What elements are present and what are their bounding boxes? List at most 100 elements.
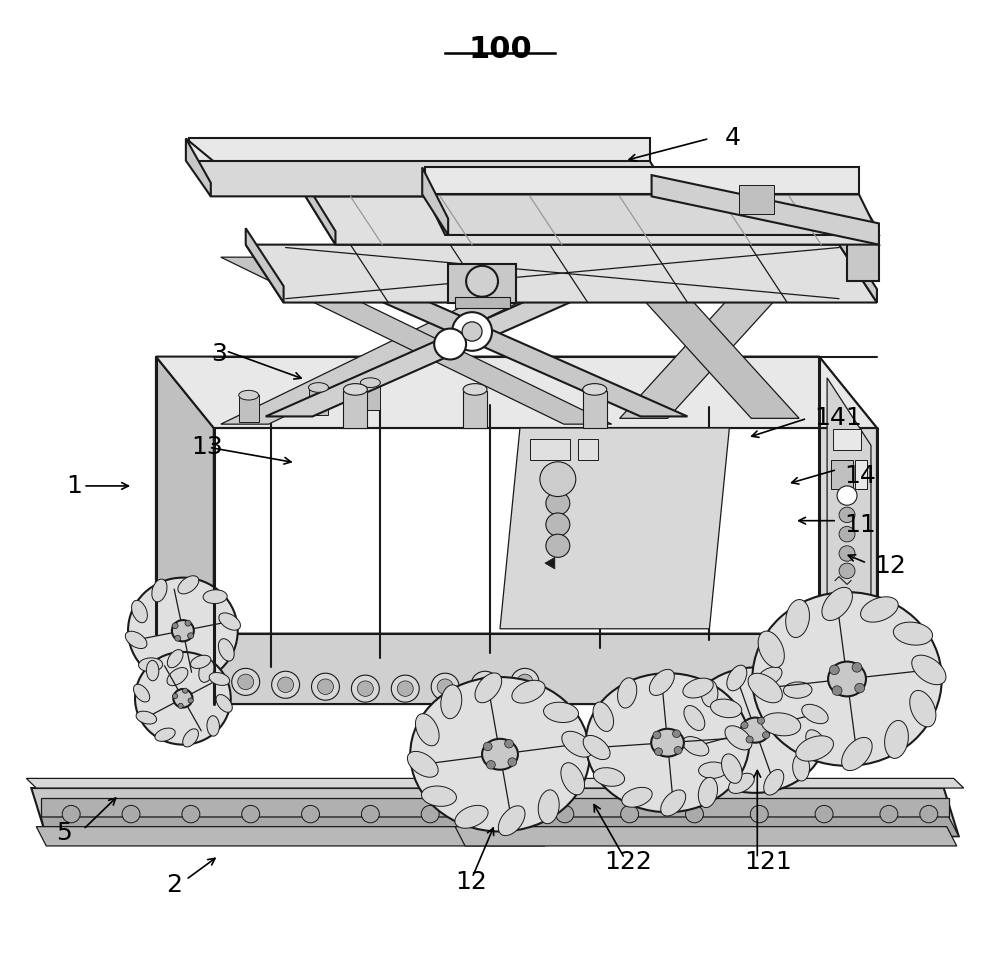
Ellipse shape [752, 592, 942, 766]
Ellipse shape [593, 702, 614, 732]
Ellipse shape [309, 382, 328, 392]
Ellipse shape [910, 690, 936, 727]
Circle shape [685, 805, 703, 823]
Bar [855, 460, 867, 489]
Circle shape [832, 685, 842, 695]
Polygon shape [827, 378, 871, 696]
Ellipse shape [216, 695, 232, 712]
Circle shape [188, 633, 194, 639]
Circle shape [481, 805, 499, 823]
Ellipse shape [683, 667, 827, 793]
Ellipse shape [593, 768, 625, 786]
Ellipse shape [758, 631, 784, 668]
Ellipse shape [538, 790, 559, 824]
Ellipse shape [360, 378, 380, 387]
Circle shape [421, 805, 439, 823]
Polygon shape [36, 827, 545, 846]
Ellipse shape [343, 383, 367, 395]
Circle shape [653, 731, 661, 739]
Circle shape [741, 722, 748, 729]
Polygon shape [445, 778, 964, 788]
Text: 3: 3 [211, 342, 227, 366]
Circle shape [655, 748, 662, 755]
Polygon shape [221, 257, 612, 424]
Ellipse shape [482, 739, 518, 770]
Ellipse shape [136, 711, 157, 724]
Circle shape [508, 758, 517, 767]
Text: 1: 1 [66, 474, 82, 498]
Polygon shape [246, 245, 877, 303]
Ellipse shape [218, 639, 234, 661]
Circle shape [839, 507, 855, 523]
Ellipse shape [239, 390, 259, 400]
Circle shape [487, 761, 495, 769]
Ellipse shape [199, 659, 214, 682]
Circle shape [178, 704, 183, 709]
Circle shape [839, 563, 855, 579]
Ellipse shape [511, 668, 539, 695]
Text: 100: 100 [468, 35, 532, 64]
Circle shape [855, 683, 865, 693]
Text: 2: 2 [166, 872, 182, 896]
Polygon shape [156, 356, 214, 704]
Ellipse shape [583, 383, 607, 395]
Polygon shape [306, 197, 879, 245]
Circle shape [302, 805, 320, 823]
Ellipse shape [828, 661, 866, 696]
Circle shape [673, 730, 680, 738]
Ellipse shape [561, 763, 585, 795]
Ellipse shape [701, 680, 718, 707]
Circle shape [242, 805, 260, 823]
Ellipse shape [232, 668, 260, 695]
Text: 14: 14 [844, 465, 876, 488]
Ellipse shape [885, 720, 908, 758]
Ellipse shape [431, 673, 459, 700]
Text: 5: 5 [56, 822, 72, 845]
Ellipse shape [683, 679, 713, 698]
Ellipse shape [152, 579, 167, 602]
Ellipse shape [822, 588, 852, 620]
Bar [831, 460, 853, 489]
Ellipse shape [727, 665, 747, 691]
Ellipse shape [761, 712, 801, 736]
Bar [463, 391, 487, 428]
Circle shape [540, 462, 576, 497]
Polygon shape [189, 138, 650, 161]
Polygon shape [422, 167, 448, 235]
Circle shape [546, 534, 570, 558]
Ellipse shape [722, 754, 742, 783]
Polygon shape [460, 817, 959, 836]
Circle shape [491, 805, 509, 823]
Ellipse shape [146, 660, 159, 681]
Polygon shape [186, 138, 211, 197]
Polygon shape [306, 183, 335, 245]
Polygon shape [455, 827, 957, 846]
Ellipse shape [312, 673, 339, 700]
Polygon shape [156, 356, 877, 428]
Polygon shape [425, 195, 879, 235]
Ellipse shape [861, 597, 898, 622]
Bar [309, 387, 328, 414]
Ellipse shape [155, 728, 175, 741]
Bar [360, 382, 380, 409]
Ellipse shape [893, 622, 933, 645]
Ellipse shape [729, 773, 754, 794]
Ellipse shape [699, 762, 727, 778]
Circle shape [172, 693, 178, 699]
Ellipse shape [802, 705, 828, 724]
Ellipse shape [682, 737, 709, 756]
Ellipse shape [272, 671, 300, 698]
Circle shape [357, 681, 373, 696]
Ellipse shape [139, 658, 163, 672]
Text: 13: 13 [191, 436, 223, 460]
Ellipse shape [583, 736, 610, 760]
Ellipse shape [167, 650, 183, 668]
Circle shape [62, 805, 80, 823]
Ellipse shape [410, 677, 590, 832]
Polygon shape [500, 428, 729, 629]
Polygon shape [41, 798, 535, 817]
Ellipse shape [748, 674, 782, 703]
Ellipse shape [912, 655, 946, 684]
Circle shape [238, 674, 254, 689]
Polygon shape [41, 817, 545, 836]
